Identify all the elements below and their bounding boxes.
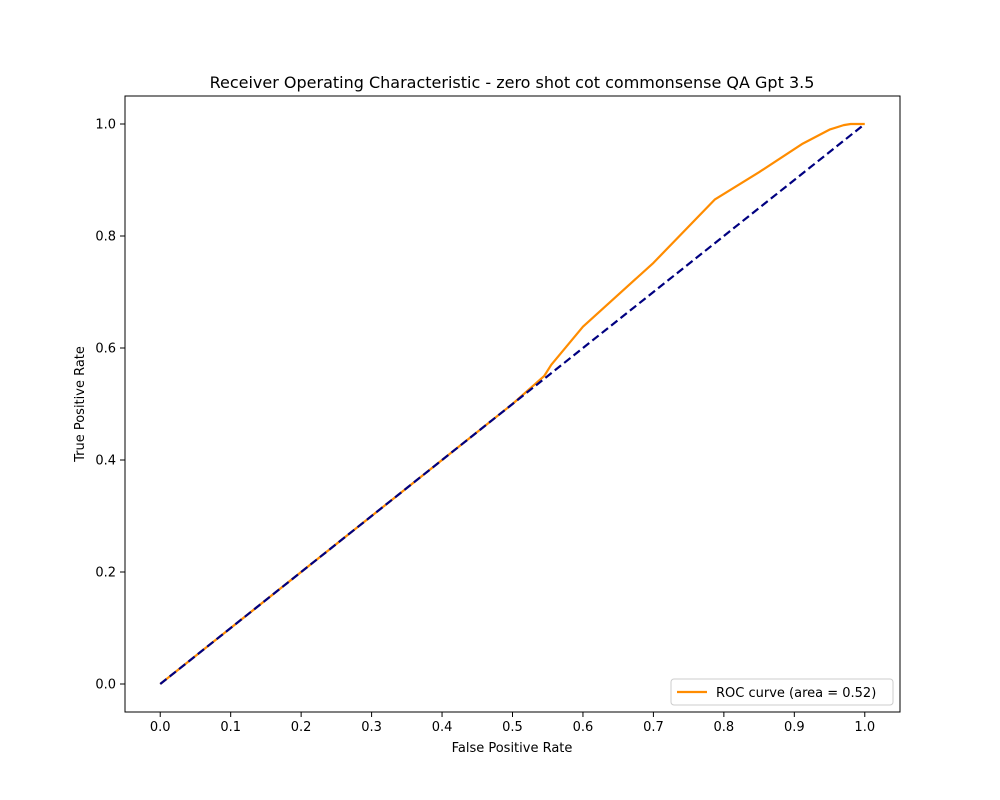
legend-label-roc-curve: ROC curve (area = 0.52) xyxy=(716,686,876,701)
y-tick-label: 0.8 xyxy=(95,230,116,245)
x-tick-label: 0.3 xyxy=(361,720,382,735)
y-tick-label: 0.6 xyxy=(95,342,116,357)
x-tick-label: 0.0 xyxy=(150,720,171,735)
legend: ROC curve (area = 0.52) xyxy=(670,678,894,706)
diagonal-reference-line xyxy=(159,123,866,685)
x-tick-label: 0.5 xyxy=(502,720,523,735)
x-axis-ticks: 0.0 0.1 0.2 0.3 0.4 0.5 0.6 0.7 0.8 0.9 1.0 xyxy=(150,712,875,735)
y-tick-label: 0.2 xyxy=(95,566,116,581)
y-axis-label: True Positive Rate xyxy=(73,346,88,463)
y-tick-label: 0.0 xyxy=(95,678,116,693)
x-axis-label: False Positive Rate xyxy=(452,741,573,756)
x-tick-label: 1.0 xyxy=(854,720,875,735)
x-tick-label: 0.2 xyxy=(291,720,312,735)
legend-box xyxy=(670,678,894,706)
y-axis-ticks: 0.0 0.2 0.4 0.6 0.8 1.0 xyxy=(95,118,125,693)
x-tick-label: 0.4 xyxy=(432,720,453,735)
x-tick-label: 0.6 xyxy=(573,720,594,735)
series-layer xyxy=(159,122,866,685)
y-tick-label: 0.4 xyxy=(95,454,116,469)
x-tick-label: 0.1 xyxy=(220,720,241,735)
y-tick-label: 1.0 xyxy=(95,118,116,133)
x-tick-label: 0.8 xyxy=(714,720,735,735)
x-tick-label: 0.9 xyxy=(784,720,805,735)
x-tick-label: 0.7 xyxy=(643,720,664,735)
chart-title: Receiver Operating Characteristic - zero… xyxy=(210,73,815,92)
